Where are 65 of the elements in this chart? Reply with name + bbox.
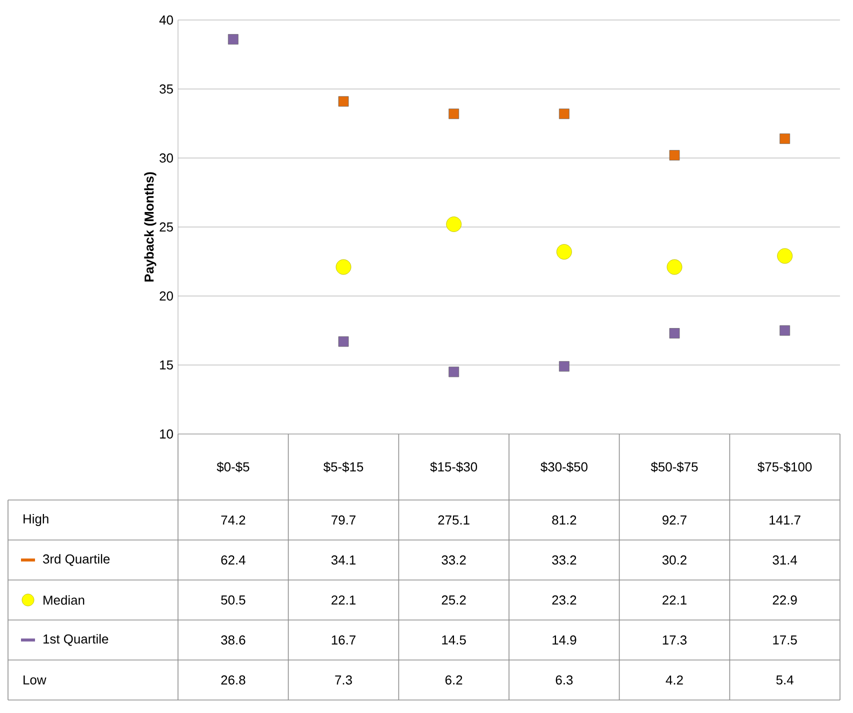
legend-label: Median bbox=[44, 595, 84, 605]
point bbox=[338, 96, 349, 107]
y-tick-label: 35 bbox=[160, 84, 173, 94]
text: 6.3 bbox=[556, 675, 573, 685]
y-tick-label: 40 bbox=[159, 15, 173, 25]
data-label: 23.2 bbox=[552, 595, 576, 605]
x-tick-label: $50-$75 bbox=[650, 462, 698, 472]
text: 50.5 bbox=[221, 595, 246, 605]
x-tick-label: $15-$30 bbox=[430, 462, 478, 472]
text: 62.4 bbox=[221, 555, 246, 565]
point bbox=[336, 259, 352, 275]
y-tick-label: 15 bbox=[160, 360, 173, 370]
data-label: 16.7 bbox=[332, 635, 356, 645]
point bbox=[666, 259, 682, 275]
text: 79.7 bbox=[332, 515, 356, 525]
data-label: 14.9 bbox=[552, 635, 576, 645]
point bbox=[558, 108, 570, 120]
data-label: 22.9 bbox=[772, 595, 797, 605]
text: 74.2 bbox=[221, 515, 246, 525]
point bbox=[446, 216, 462, 232]
point bbox=[338, 336, 349, 347]
text: 141.7 bbox=[770, 516, 800, 524]
y-tick-label: 25 bbox=[160, 222, 173, 232]
point bbox=[228, 34, 238, 45]
y-tick-label: 30 bbox=[160, 153, 173, 163]
point bbox=[780, 133, 790, 144]
point bbox=[556, 244, 572, 260]
x-tick-label: $5-$15 bbox=[323, 462, 364, 472]
legend-label: 3rd Quartile bbox=[43, 554, 110, 566]
x-tick-label: $75-$100 bbox=[758, 462, 812, 472]
point bbox=[448, 366, 460, 378]
point bbox=[780, 325, 790, 336]
data-label: 17.3 bbox=[662, 635, 687, 645]
point bbox=[777, 248, 793, 264]
point bbox=[448, 108, 460, 120]
data-label: 30.2 bbox=[662, 555, 686, 565]
data-label: 17.5 bbox=[773, 635, 797, 645]
text: 7.3 bbox=[335, 675, 352, 685]
data-label: 34.1 bbox=[331, 555, 356, 565]
data-label: 33.2 bbox=[442, 555, 466, 565]
data-label: 22.1 bbox=[662, 595, 686, 605]
data-label: 22.1 bbox=[332, 595, 356, 605]
text: 26.8 bbox=[221, 675, 246, 685]
data-label: 38.6 bbox=[221, 635, 246, 645]
data-label: 14.5 bbox=[442, 635, 466, 645]
x-tick-label: $30-$50 bbox=[540, 462, 588, 472]
point bbox=[669, 150, 680, 160]
point bbox=[558, 361, 570, 372]
point bbox=[669, 328, 680, 338]
y-axis-title: Payback (Months) bbox=[144, 172, 156, 282]
text: 92.7 bbox=[662, 515, 686, 525]
x-tick-label: $0-$5 bbox=[216, 462, 250, 472]
text: Low bbox=[24, 675, 46, 685]
text: 6.2 bbox=[445, 675, 462, 685]
data-label: 31.4 bbox=[772, 555, 798, 565]
data-label: 25.2 bbox=[442, 595, 466, 605]
legend-label: 1st Quartile bbox=[44, 634, 108, 646]
text: 275.1 bbox=[438, 515, 470, 525]
text: 81.2 bbox=[552, 515, 576, 525]
text: 5.4 bbox=[776, 675, 794, 685]
data-label: 33.2 bbox=[552, 555, 576, 565]
text: 4.2 bbox=[666, 675, 683, 685]
text: High bbox=[24, 514, 48, 526]
y-tick-label: 20 bbox=[160, 291, 173, 301]
y-tick-label: 10 bbox=[160, 429, 173, 439]
